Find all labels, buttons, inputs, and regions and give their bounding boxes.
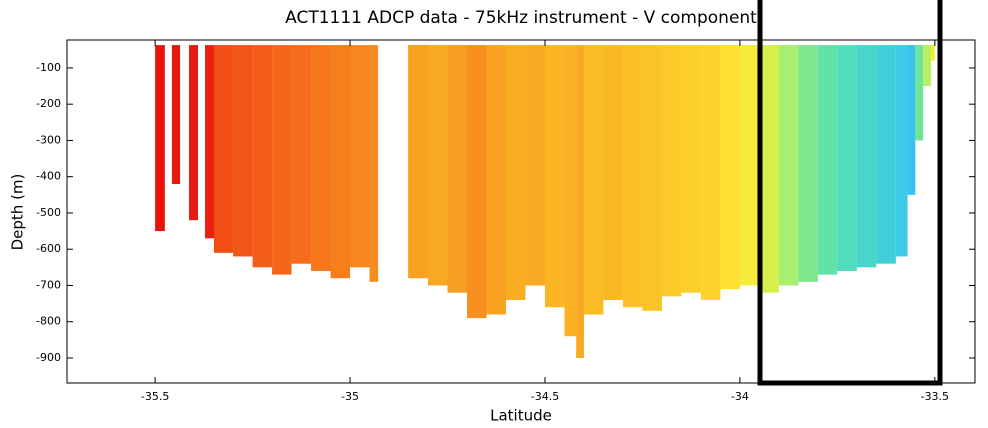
profile-column	[895, 45, 908, 257]
y-tick-label: -300	[36, 133, 61, 146]
profile-column	[923, 45, 931, 87]
profile-column	[583, 45, 604, 315]
profile-column	[467, 45, 487, 319]
profile-column	[171, 45, 181, 184]
chart-title: ACT1111 ADCP data - 75kHz instrument - V…	[285, 8, 757, 28]
profile-column	[213, 45, 234, 253]
profile-column	[720, 45, 740, 290]
profile-column	[330, 45, 351, 279]
x-tick-label: -34	[731, 390, 749, 403]
x-tick-label: -35.5	[141, 390, 169, 403]
profile-column	[907, 45, 916, 195]
profile-column	[189, 45, 198, 221]
axes-frame	[66, 39, 976, 384]
profile-column	[564, 45, 577, 337]
y-axis-label: Depth (m)	[9, 174, 27, 251]
profile-column	[544, 45, 565, 308]
profile-column	[642, 45, 662, 311]
profile-column	[915, 45, 924, 141]
profile-column	[798, 45, 818, 282]
profile-column	[486, 45, 506, 315]
y-tick-label: -400	[36, 170, 61, 183]
profile-column	[525, 45, 545, 286]
y-tick-label: -100	[36, 61, 61, 74]
profile-column	[291, 45, 312, 264]
y-tick-label: -800	[36, 315, 61, 328]
profile-column	[817, 45, 838, 275]
profile-column	[930, 45, 935, 61]
profile-column	[739, 45, 760, 286]
profile-column	[408, 45, 429, 279]
profile-column	[447, 45, 468, 293]
profile-column	[603, 45, 623, 300]
profile-column	[622, 45, 643, 308]
profile-column	[311, 45, 331, 271]
profile-column	[155, 45, 165, 232]
profile-column	[681, 45, 701, 293]
y-tick-label: -200	[36, 97, 61, 110]
y-tick-label: -700	[36, 278, 61, 291]
profile-column	[428, 45, 448, 286]
y-tick-label: -900	[36, 351, 61, 364]
x-tick-label: -33.5	[921, 390, 949, 403]
plot-area	[155, 45, 935, 358]
y-tick-label: -600	[36, 242, 61, 255]
x-tick-label: -35	[341, 390, 359, 403]
profile-column	[350, 45, 370, 268]
profile-column	[661, 45, 682, 297]
profile-column	[369, 45, 379, 282]
profile-column	[778, 45, 799, 286]
profile-column	[837, 45, 857, 271]
profile-column	[576, 45, 584, 358]
highlight-box	[757, 0, 943, 386]
profile-column	[233, 45, 253, 257]
x-axis-label: Latitude	[490, 407, 552, 425]
profile-column	[876, 45, 896, 264]
x-tick-label: -34.5	[531, 390, 559, 403]
profile-column	[252, 45, 273, 268]
profile-column	[205, 45, 214, 239]
profile-column	[759, 45, 779, 293]
profile-column	[272, 45, 292, 275]
y-tick-label: -500	[36, 206, 61, 219]
profile-column	[700, 45, 721, 300]
profile-column	[856, 45, 877, 268]
profile-column	[505, 45, 526, 300]
